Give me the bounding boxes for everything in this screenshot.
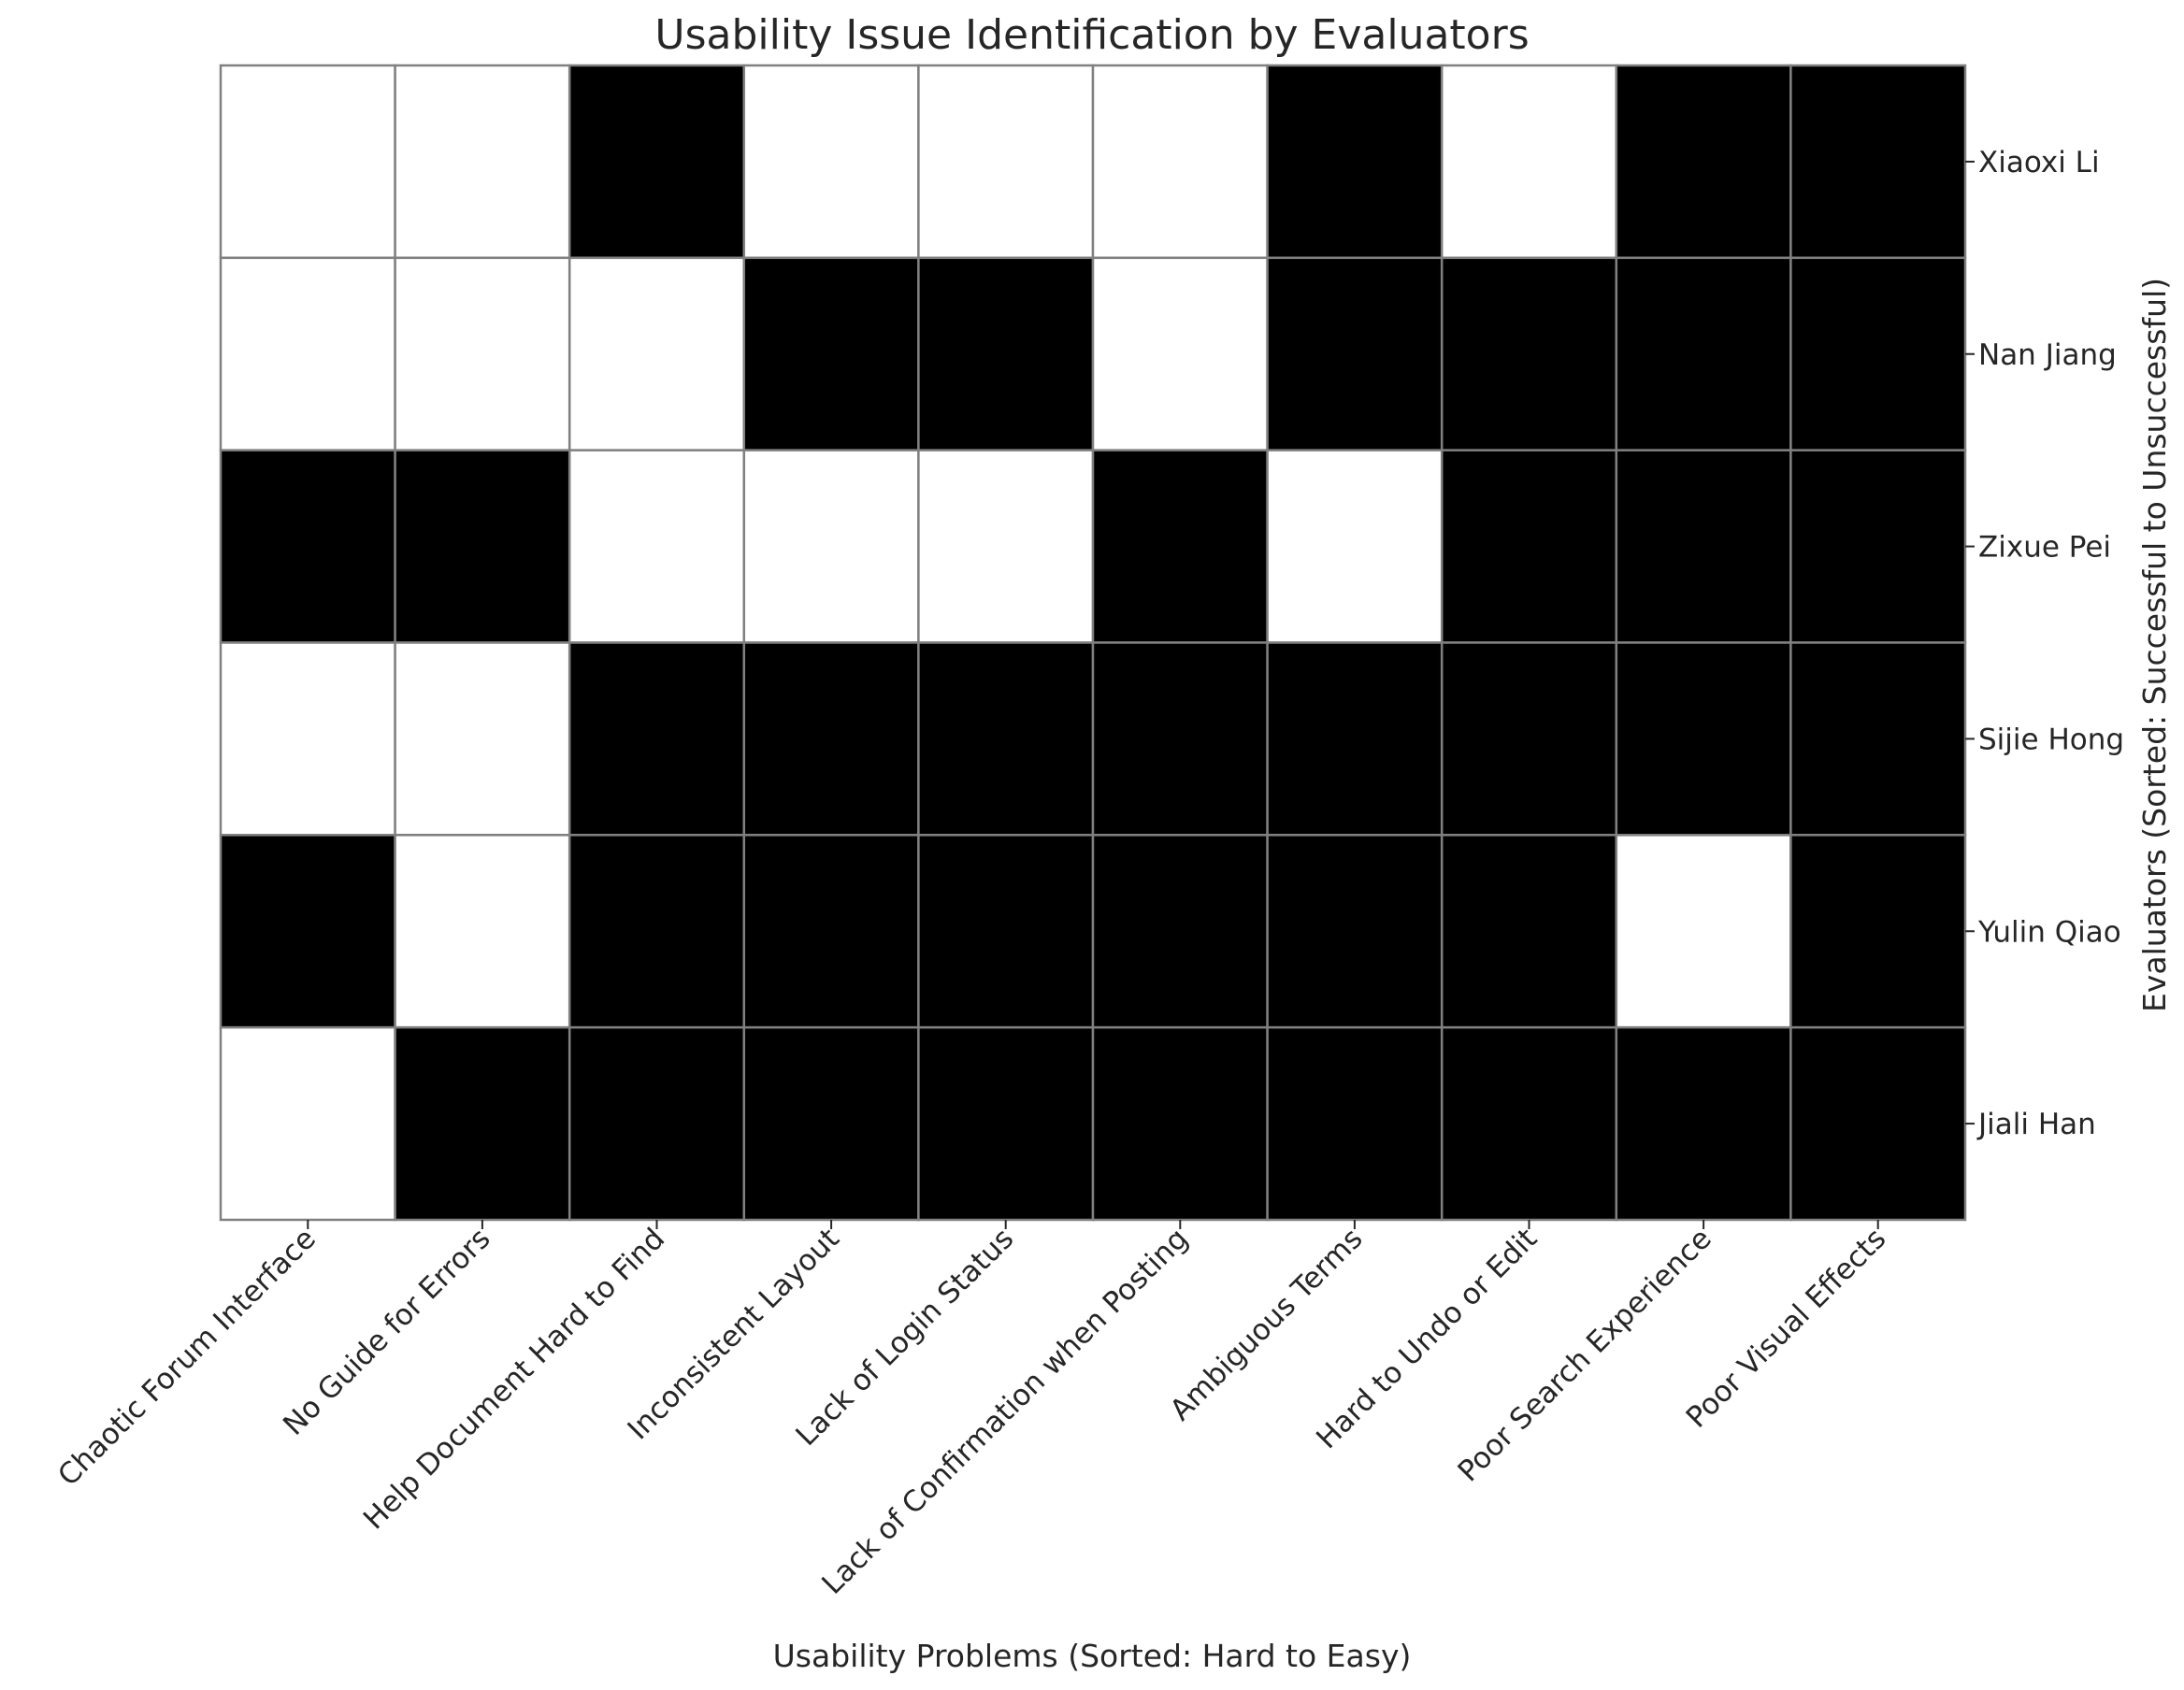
heatmap-cell bbox=[394, 1025, 571, 1222]
heatmap-cell bbox=[1091, 1025, 1269, 1222]
heatmap-cell bbox=[568, 641, 746, 837]
heatmap-cell bbox=[568, 256, 746, 451]
heatmap-cell bbox=[1091, 641, 1269, 837]
heatmap-cell bbox=[1091, 449, 1269, 644]
y-tick-label: Sijie Hong bbox=[1978, 723, 2124, 756]
heatmap-cell bbox=[394, 64, 571, 260]
heatmap-cell bbox=[917, 1025, 1095, 1222]
heatmap-cell bbox=[1091, 256, 1269, 451]
heatmap-cell bbox=[1789, 449, 1967, 644]
x-axis-label: Usability Problems (Sorted: Hard to Easy… bbox=[773, 1638, 1412, 1674]
heatmap-cell bbox=[742, 641, 920, 837]
heatmap-cell bbox=[394, 449, 571, 644]
heatmap-cell bbox=[917, 641, 1095, 837]
heatmap-cell bbox=[917, 256, 1095, 451]
heatmap-cell bbox=[394, 641, 571, 837]
heatmap-cell bbox=[1440, 641, 1618, 837]
heatmap-cell bbox=[1266, 449, 1444, 644]
heatmap-cell bbox=[742, 256, 920, 451]
heatmap-cell bbox=[568, 64, 746, 260]
heatmap-cell bbox=[219, 1025, 396, 1222]
heatmap-cell bbox=[219, 641, 396, 837]
heatmap-cell bbox=[1440, 1025, 1618, 1222]
y-axis-ticks: Xiaoxi Li Nan Jiang Zixue Pei Sijie Hong Yul… bbox=[1965, 146, 2124, 1141]
y-tick-label: Xiaoxi Li bbox=[1978, 146, 2100, 179]
heatmap-cell bbox=[1091, 64, 1269, 260]
heatmap-cell bbox=[917, 834, 1095, 1029]
x-tick-label: Poor Visual Effects bbox=[1680, 1222, 1893, 1435]
chart-title: Usability Issue Identification by Evalua… bbox=[654, 11, 1529, 59]
heatmap-cell bbox=[394, 256, 571, 451]
heatmap-cells bbox=[219, 64, 1967, 1222]
heatmap-cell bbox=[1789, 641, 1967, 837]
heatmap-cell bbox=[219, 256, 396, 451]
heatmap-cell bbox=[1266, 641, 1444, 837]
heatmap-cell bbox=[219, 449, 396, 644]
x-tick-label: Chaotic Forum Interface bbox=[51, 1222, 323, 1493]
y-tick-label: Yulin Qiao bbox=[1977, 915, 2121, 949]
y-tick-label: Nan Jiang bbox=[1978, 338, 2117, 372]
heatmap-cell bbox=[1266, 256, 1444, 451]
heatmap-cell bbox=[568, 449, 746, 644]
x-tick-label: Ambiguous Terms bbox=[1164, 1222, 1370, 1427]
heatmap-cell bbox=[1789, 1025, 1967, 1222]
heatmap-cell bbox=[917, 64, 1095, 260]
heatmap-cell bbox=[1789, 834, 1967, 1029]
heatmap-cell bbox=[1789, 64, 1967, 260]
heatmap-cell bbox=[219, 64, 396, 260]
heatmap-cell bbox=[742, 449, 920, 644]
heatmap-cell bbox=[1440, 64, 1618, 260]
heatmap-cell bbox=[742, 1025, 920, 1222]
heatmap-cell bbox=[1440, 834, 1618, 1029]
heatmap-cell bbox=[1440, 449, 1618, 644]
heatmap-cell bbox=[1615, 64, 1792, 260]
heatmap-cell bbox=[1266, 1025, 1444, 1222]
heatmap-cell bbox=[917, 449, 1095, 644]
heatmap-cell bbox=[1615, 449, 1792, 644]
x-tick-label: Help Document Hard to Find bbox=[357, 1222, 671, 1536]
heatmap-cell bbox=[394, 834, 571, 1029]
heatmap-cell bbox=[219, 834, 396, 1029]
heatmap-cell bbox=[1789, 256, 1967, 451]
y-tick-label: Jiali Han bbox=[1976, 1108, 2096, 1141]
heatmap-cell bbox=[568, 1025, 746, 1222]
y-axis-label: Evaluators (Sorted: Successful to Unsucc… bbox=[2136, 278, 2173, 1012]
heatmap-cell bbox=[1615, 641, 1792, 837]
heatmap-cell bbox=[1440, 256, 1618, 451]
heatmap-cell bbox=[742, 64, 920, 260]
y-tick-label: Zixue Pei bbox=[1978, 531, 2111, 565]
heatmap-cell bbox=[1615, 1025, 1792, 1222]
x-tick-label: Lack of Confirmation when Posting bbox=[815, 1222, 1195, 1601]
heatmap-cell bbox=[1266, 834, 1444, 1029]
heatmap-cell bbox=[1266, 64, 1444, 260]
heatmap-cell bbox=[1091, 834, 1269, 1029]
heatmap-cell bbox=[742, 834, 920, 1029]
heatmap-cell bbox=[1615, 834, 1792, 1029]
heatmap-cell bbox=[1615, 256, 1792, 451]
heatmap-cell bbox=[568, 834, 746, 1029]
